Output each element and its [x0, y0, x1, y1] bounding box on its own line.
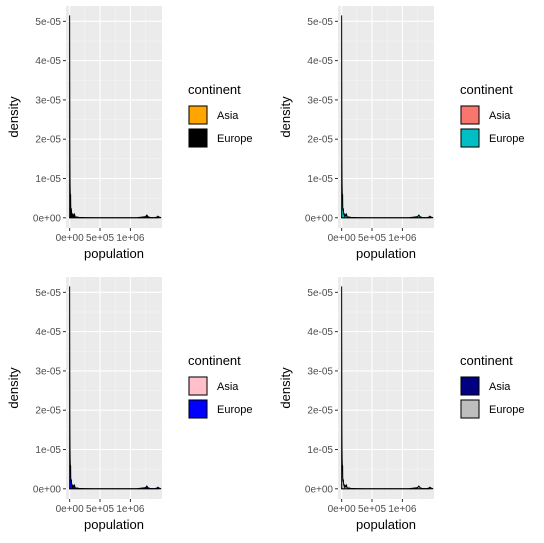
y-tick-label: 3e-05: [35, 366, 61, 377]
y-tick-label: 5e-05: [35, 288, 61, 299]
legend-label-europe: Europe: [489, 133, 524, 145]
x-tick-label: 5e+05: [86, 233, 115, 244]
legend-label-asia: Asia: [217, 110, 239, 122]
y-tick-label: 2e-05: [35, 406, 61, 417]
legend-key-swatch-europe: [188, 399, 208, 419]
y-tick-label: 5e-05: [35, 17, 61, 28]
y-tick-label: 3e-05: [35, 95, 61, 106]
x-axis-title: population: [84, 246, 144, 261]
y-tick-label: 1e-05: [35, 445, 61, 456]
density-area-europe: [69, 286, 162, 490]
legend-label-europe: Europe: [489, 404, 524, 416]
plot-background: [338, 277, 434, 499]
y-tick-label: 1e-05: [35, 174, 61, 185]
legend-key-swatch-asia: [460, 105, 480, 125]
y-tick-label: 0e+00: [33, 213, 62, 224]
legend-label-asia: Asia: [489, 110, 511, 122]
y-tick-label: 2e-05: [307, 135, 333, 146]
y-tick-label: 2e-05: [35, 135, 61, 146]
legend-key-swatch-europe: [460, 128, 480, 148]
legend-title: continent: [460, 82, 513, 97]
x-tick-label: 0e+00: [56, 504, 85, 515]
y-axis-title: density: [278, 367, 293, 409]
x-tick-label: 5e+05: [358, 233, 387, 244]
y-tick-label: 3e-05: [307, 366, 333, 377]
density-area-europe: [69, 15, 162, 219]
legend-key-swatch-asia: [460, 376, 480, 396]
density-area-europe: [341, 286, 434, 490]
x-tick-label: 0e+00: [328, 233, 357, 244]
x-axis-title: population: [356, 246, 416, 261]
y-tick-label: 4e-05: [307, 327, 333, 338]
legend-key-swatch-asia: [188, 105, 208, 125]
x-tick-label: 1e+06: [116, 233, 145, 244]
legend-label-europe: Europe: [217, 404, 252, 416]
plot-background: [66, 277, 162, 499]
y-tick-label: 1e-05: [307, 445, 333, 456]
plot-background: [338, 6, 434, 228]
y-tick-label: 4e-05: [35, 327, 61, 338]
legend-title: continent: [188, 353, 241, 368]
x-tick-label: 1e+06: [116, 504, 145, 515]
x-tick-label: 1e+06: [388, 504, 417, 515]
x-axis-title: population: [84, 517, 144, 532]
legend-key-swatch-europe: [188, 128, 208, 148]
legend-title: continent: [460, 353, 513, 368]
legend-title: continent: [188, 82, 241, 97]
y-axis-title: density: [6, 367, 21, 409]
plot-background: [66, 6, 162, 228]
density-area-europe: [341, 15, 434, 219]
legend-label-asia: Asia: [489, 381, 511, 393]
x-tick-label: 0e+00: [328, 504, 357, 515]
x-tick-label: 5e+05: [358, 504, 387, 515]
y-tick-label: 2e-05: [307, 406, 333, 417]
legend-key-swatch-asia: [188, 376, 208, 396]
y-tick-label: 0e+00: [305, 484, 334, 495]
y-tick-label: 0e+00: [305, 213, 334, 224]
y-tick-label: 0e+00: [33, 484, 62, 495]
y-tick-label: 3e-05: [307, 95, 333, 106]
y-axis-title: density: [278, 96, 293, 138]
legend-label-europe: Europe: [217, 133, 252, 145]
legend-label-asia: Asia: [217, 381, 239, 393]
x-tick-label: 1e+06: [388, 233, 417, 244]
x-tick-label: 5e+05: [86, 504, 115, 515]
y-tick-label: 4e-05: [35, 56, 61, 67]
y-tick-label: 4e-05: [307, 56, 333, 67]
legend-key-swatch-europe: [460, 399, 480, 419]
y-tick-label: 5e-05: [307, 288, 333, 299]
y-axis-title: density: [6, 96, 21, 138]
y-tick-label: 1e-05: [307, 174, 333, 185]
x-axis-title: population: [356, 517, 416, 532]
y-tick-label: 5e-05: [307, 17, 333, 28]
x-tick-label: 0e+00: [56, 233, 85, 244]
